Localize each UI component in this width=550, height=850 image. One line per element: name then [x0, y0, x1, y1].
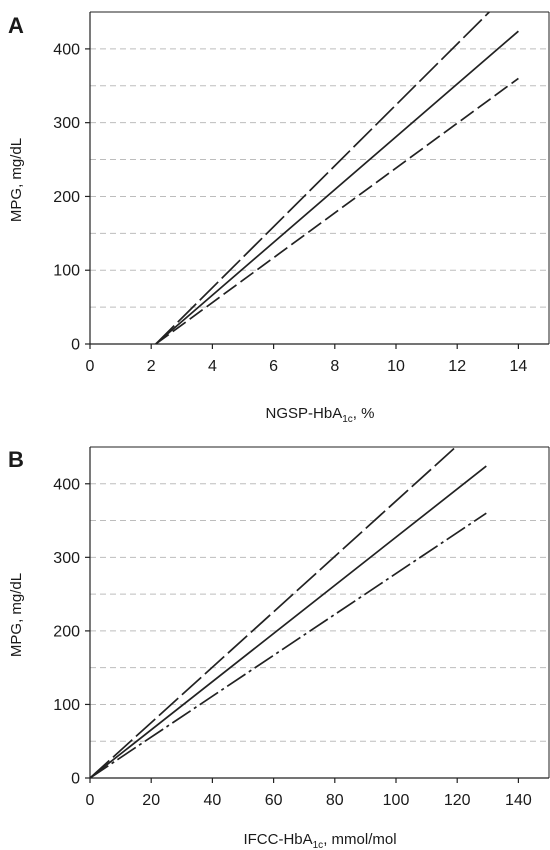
x-tick-label-a: 2	[147, 358, 156, 375]
panel-letter-a: A	[8, 13, 24, 38]
y-tick-label-b: 100	[53, 697, 80, 714]
gridlines-b	[90, 483, 549, 742]
x-axis-label-b: IFCC-HbA1c, mmol/mol	[243, 831, 396, 850]
x-tick-label-b: 140	[505, 792, 532, 809]
x-label-sub-b: 1c	[313, 840, 324, 850]
x-label-suffix-b: , mmol/mol	[323, 831, 396, 848]
y-tick-label-b: 200	[53, 623, 80, 640]
x-tick-label-b: 100	[383, 792, 410, 809]
x-tick-label-b: 20	[142, 792, 160, 809]
x-axis-label-a: NGSP-HbA1c, %	[266, 405, 375, 425]
y-axis-label-a: MPG, mg/dL	[8, 138, 25, 222]
series-lines-a	[155, 11, 519, 345]
y-tick-label-a: 400	[53, 41, 80, 58]
series-lines-b	[89, 446, 487, 779]
y-tick-label-a: 200	[53, 189, 80, 206]
x-tick-label-a: 14	[510, 358, 528, 375]
x-tick-label-a: 8	[330, 358, 339, 375]
axes-a	[89, 11, 550, 345]
series-line-b-dash-dot	[89, 512, 487, 779]
x-tick-label-a: 12	[448, 358, 466, 375]
y-tick-label-b: 400	[53, 476, 80, 493]
x-tick-label-b: 60	[265, 792, 283, 809]
panel-letter-b: B	[8, 447, 24, 472]
series-line-b-long-dash	[89, 446, 457, 779]
y-axis-label-b: MPG, mg/dL	[8, 573, 25, 657]
x-tick-label-a: 6	[269, 358, 278, 375]
y-tick-label-b: 300	[53, 550, 80, 567]
y-tick-label-a: 100	[53, 263, 80, 280]
x-tick-label-a: 10	[387, 358, 405, 375]
gridlines-a	[90, 48, 549, 308]
x-tick-label-b: 120	[444, 792, 471, 809]
x-tick-label-b: 40	[204, 792, 222, 809]
y-tick-label-a: 0	[71, 337, 80, 354]
x-tick-label-b: 0	[86, 792, 95, 809]
x-label-sub-a: 1c	[342, 414, 353, 425]
x-label-suffix-a: , %	[353, 405, 375, 422]
series-line-b-solid	[89, 465, 487, 779]
y-tick-label-b: 0	[71, 771, 80, 788]
ticks-b: 0 100 200 300 400 0 20 40 60 80 100 120 140	[53, 476, 532, 809]
series-line-a-long-dash	[155, 11, 490, 345]
x-tick-label-a: 0	[86, 358, 95, 375]
series-line-a-dash	[155, 77, 519, 345]
axes-b	[89, 446, 550, 779]
x-tick-label-b: 80	[326, 792, 344, 809]
x-label-main-a: NGSP-HbA	[266, 405, 343, 422]
y-tick-label-a: 300	[53, 115, 80, 132]
panel-a: A 0 100 200 300 400 0 2 4 6 8 10 12 14 MPG, mg/dL NG…	[8, 11, 550, 425]
ticks-a: 0 100 200 300 400 0 2 4 6 8 10 12 14	[53, 41, 527, 375]
x-label-main-b: IFCC-HbA	[243, 831, 312, 848]
series-line-a-solid	[155, 30, 519, 345]
panel-b: B 0 100 200 300 400 0 20 40 60 80 100 120 140 MPG, m…	[8, 446, 550, 850]
x-tick-label-a: 4	[208, 358, 217, 375]
